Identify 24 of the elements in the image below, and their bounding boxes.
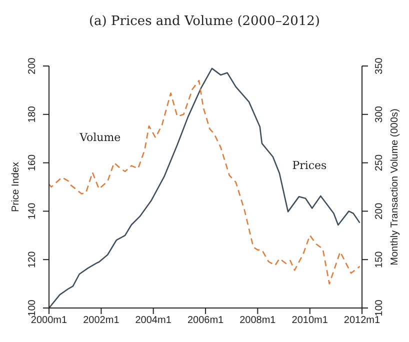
- y-axis-title: Price Index: [10, 162, 22, 212]
- y-tick-label: 160: [27, 154, 38, 172]
- x-tick-label: 2002m1: [83, 315, 120, 326]
- chart-title: (a) Prices and Volume (2000–2012): [88, 13, 322, 31]
- y2-tick-label: 200: [374, 202, 385, 220]
- y2-tick-label: 350: [374, 57, 385, 74]
- y2-tick-label: 300: [374, 106, 385, 123]
- x-tick-label: 2000m1: [30, 315, 68, 326]
- y-tick-label: 100: [27, 299, 38, 316]
- y-tick-label: 200: [27, 57, 38, 74]
- y2-tick-label: 250: [374, 154, 385, 172]
- x-tick-label: 2012m1: [344, 315, 381, 326]
- y-tick-label: 120: [27, 250, 38, 268]
- y2-tick-label: 150: [374, 250, 385, 268]
- series-label: Prices: [292, 159, 328, 172]
- y-tick-label: 180: [27, 106, 38, 123]
- x-tick-label: 2004m1: [135, 315, 172, 326]
- y2-axis-title: Monthly Transaction Volume (000s): [390, 108, 401, 266]
- y2-tick-label: 100: [374, 299, 385, 316]
- x-tick-label: 2006m1: [187, 315, 224, 326]
- x-tick-label: 2010m1: [292, 315, 328, 326]
- y-tick-label: 140: [27, 202, 38, 220]
- series-label: Volume: [78, 130, 121, 144]
- x-tick-label: 2008m1: [240, 315, 276, 326]
